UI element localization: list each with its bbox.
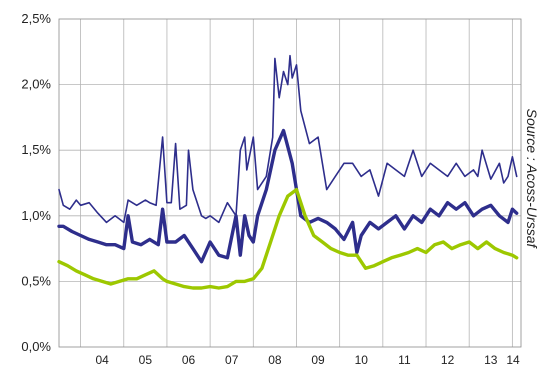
x-tick-label: 12 xyxy=(441,353,455,367)
x-tick-label: 13 xyxy=(484,353,498,367)
series-line-1 xyxy=(58,54,518,224)
y-tick-label: 1,5% xyxy=(21,142,51,157)
y-axis-ticks: 0,0% 0,5% 1,0% 1,5% 2,0% 2,5% xyxy=(21,11,51,354)
series-line-3 xyxy=(57,187,519,290)
x-tick-label: 08 xyxy=(268,353,282,367)
y-tick-label: 1,0% xyxy=(21,208,51,223)
series-lines xyxy=(57,54,519,290)
x-tick-label: 07 xyxy=(225,353,239,367)
series-line-2 xyxy=(57,128,519,264)
x-axis-ticks: 04 05 06 07 08 09 10 11 12 13 14 xyxy=(95,353,519,367)
plot-frame xyxy=(58,18,522,348)
x-tick-label: 11 xyxy=(398,353,411,367)
x-tick-label: 04 xyxy=(95,353,109,367)
y-tick-label: 0,0% xyxy=(21,339,51,354)
y-tick-label: 2,5% xyxy=(21,11,51,26)
x-tick-label: 10 xyxy=(355,353,369,367)
x-tick-label: 14 xyxy=(506,353,520,367)
x-tick-label: 09 xyxy=(311,353,325,367)
x-tick-label: 06 xyxy=(182,353,196,367)
gridlines xyxy=(59,19,521,347)
source-label: Source : Acoss-Urssaf xyxy=(524,109,537,250)
y-tick-label: 0,5% xyxy=(21,273,51,288)
x-tick-label: 05 xyxy=(139,353,153,367)
y-tick-label: 2,0% xyxy=(21,77,51,92)
